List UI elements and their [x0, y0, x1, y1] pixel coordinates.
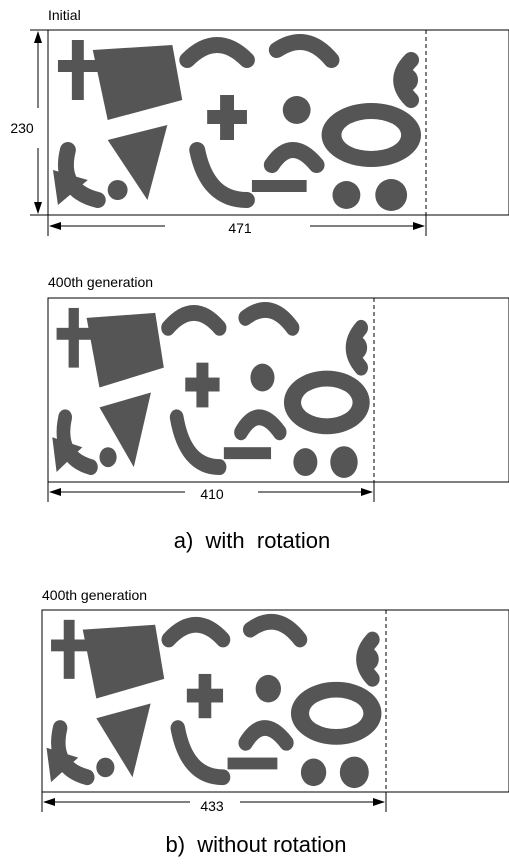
caption: b) without rotation [166, 832, 347, 857]
shapes [53, 40, 421, 211]
shapes [47, 620, 382, 788]
width-label: 433 [200, 798, 224, 814]
figure: Initial 230 471 400th generation 410 a) … [0, 0, 509, 864]
shapes [52, 308, 369, 478]
height-label: 230 [10, 120, 34, 136]
width-label: 471 [228, 220, 252, 236]
panel-label: 400th generation [42, 587, 147, 603]
width-label: 410 [200, 486, 224, 502]
panel-label: Initial [48, 7, 81, 23]
caption: a) with rotation [174, 528, 331, 553]
panel-label: 400th generation [48, 274, 153, 290]
